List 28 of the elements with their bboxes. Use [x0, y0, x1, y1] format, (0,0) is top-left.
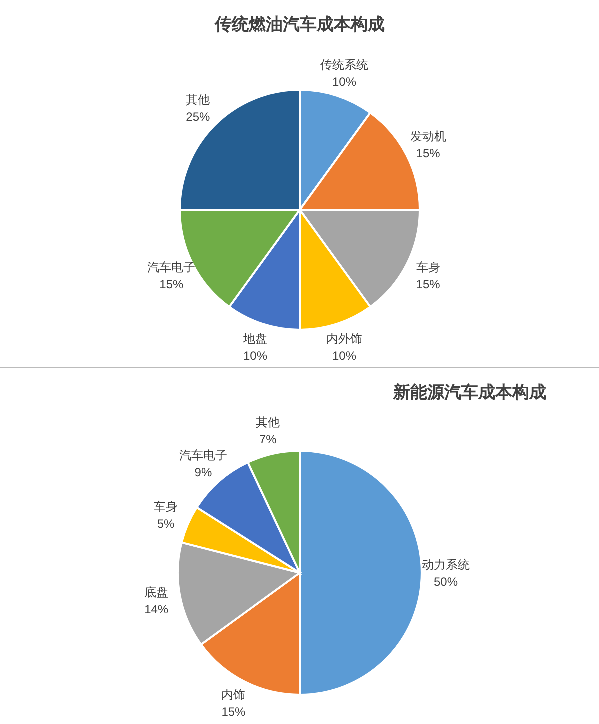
data-label: 10%: [243, 348, 268, 363]
slice-label: 汽车电子: [179, 448, 228, 462]
slice-label: 内饰: [222, 688, 246, 702]
data-label: 7%: [259, 432, 278, 447]
slice-label: 其他: [256, 416, 280, 430]
slice-label: 车身: [416, 260, 440, 274]
data-label: 14%: [144, 602, 169, 616]
data-label: 15%: [416, 146, 441, 161]
data-label: 25%: [186, 110, 211, 124]
data-label: 50%: [434, 575, 458, 589]
data-label: 9%: [194, 465, 212, 480]
slice-label: 其他: [186, 93, 210, 108]
slice-label: 汽车电子: [148, 260, 196, 274]
chart-title: 新能源汽车成本构成: [392, 383, 546, 403]
slice-label: 底盘: [144, 585, 169, 600]
data-label: 10%: [332, 348, 357, 363]
slice-label: 车身: [154, 500, 178, 514]
chart-title: 传统燃油汽车成本构成: [214, 15, 385, 35]
slice-label: 发动机: [410, 130, 446, 144]
slice-label: 内外饰: [326, 332, 362, 346]
slice-label: 地盘: [242, 332, 268, 346]
data-label: 15%: [222, 705, 246, 720]
data-label: 10%: [332, 75, 357, 90]
slice-label: 动力系统: [422, 558, 470, 572]
slice-label: 传统系统: [320, 58, 368, 72]
data-label: 15%: [416, 277, 441, 292]
data-label: 15%: [160, 277, 184, 292]
data-label: 5%: [157, 517, 176, 532]
